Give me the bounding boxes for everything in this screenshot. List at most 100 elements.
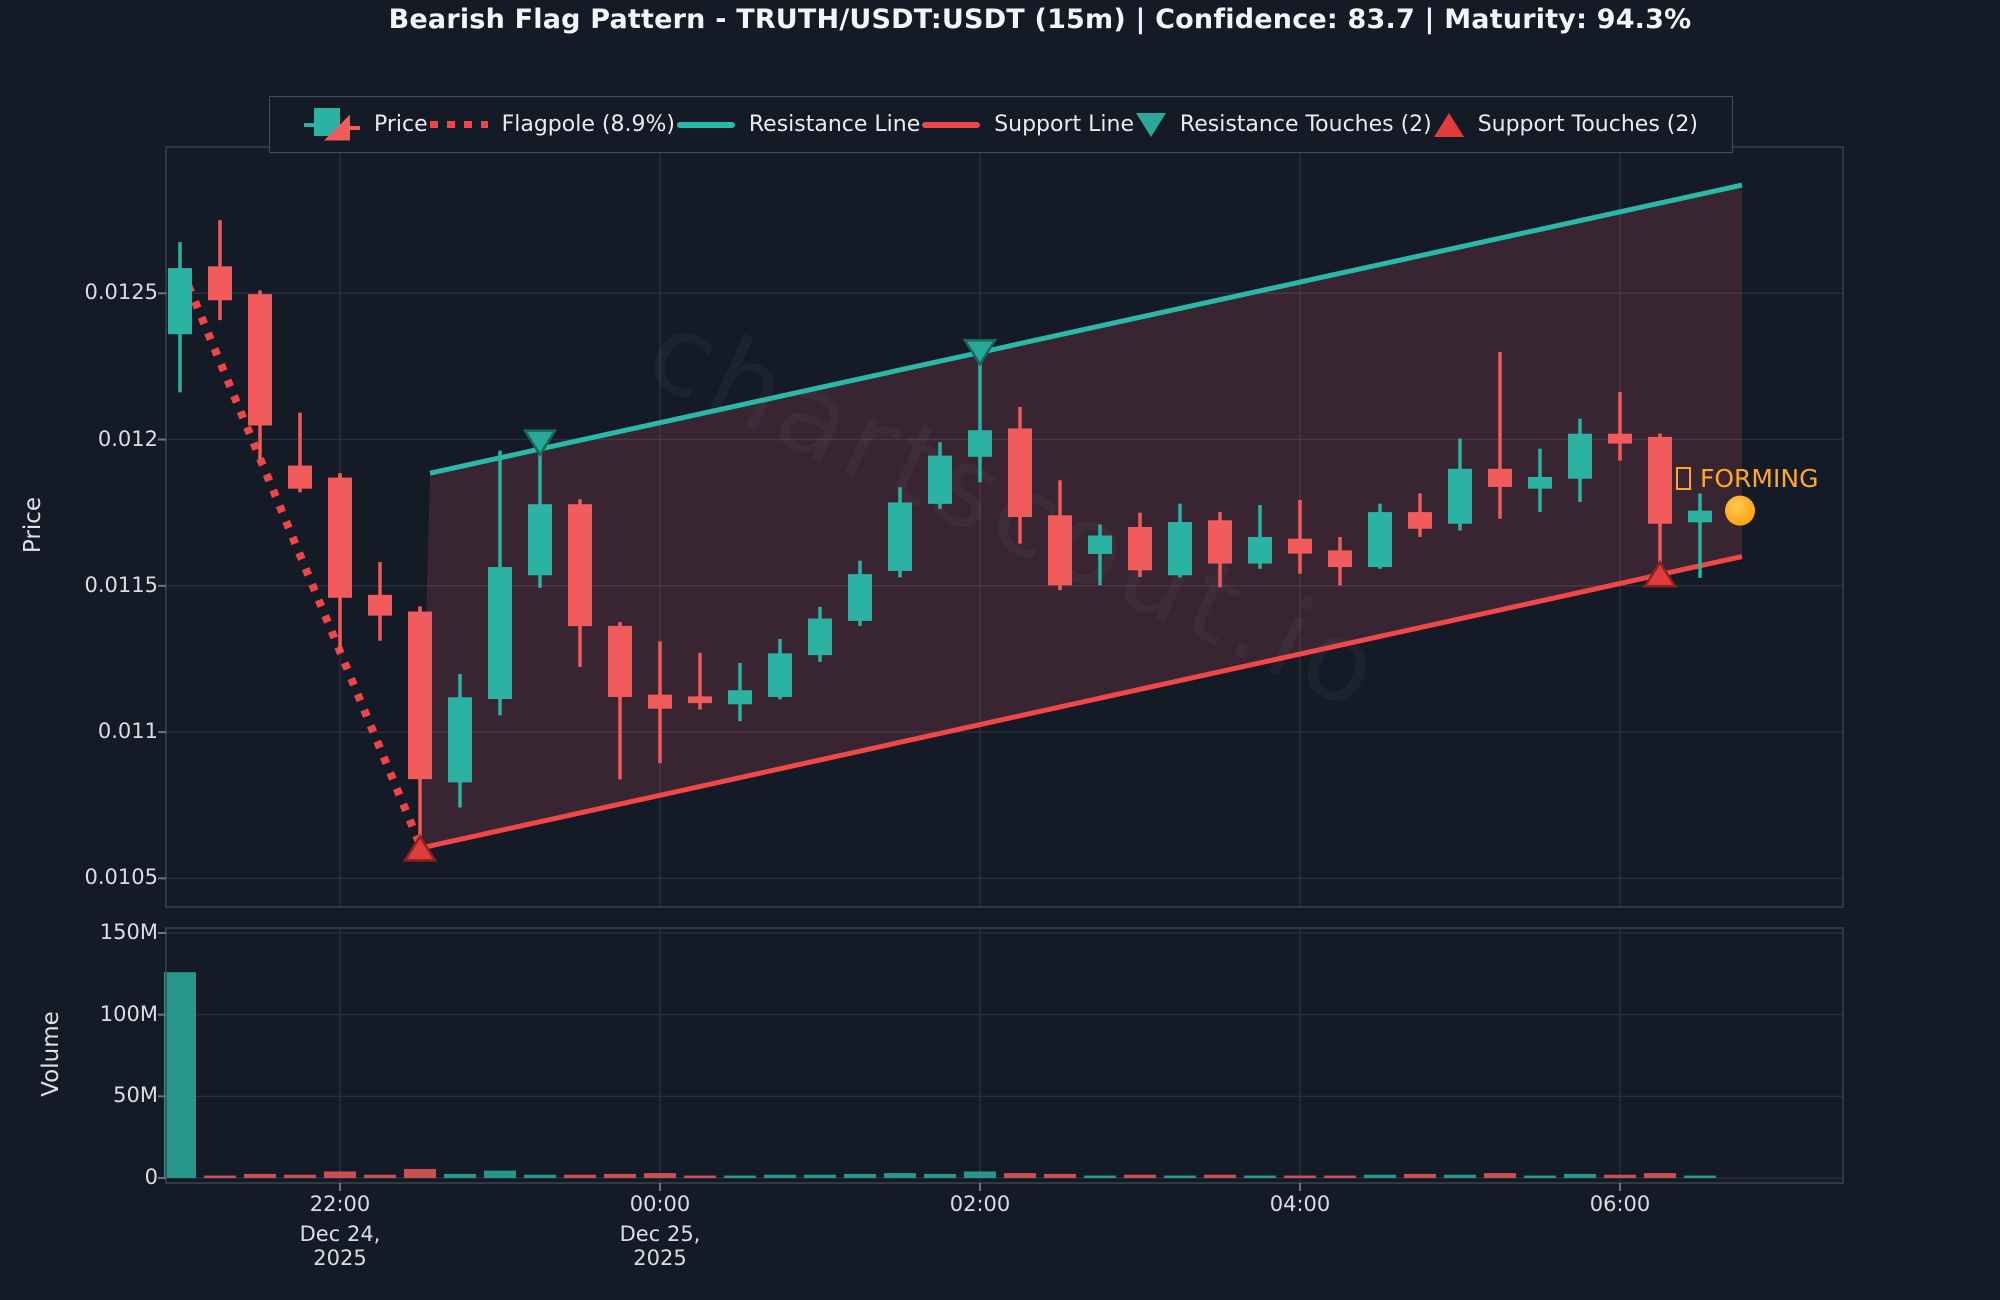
price-tick-label: 0.011 [97, 719, 158, 744]
legend-item: Resistance Line [676, 112, 921, 137]
candle-body [888, 502, 912, 571]
flagpole-dotted-icon [429, 121, 488, 128]
candle-body [1048, 515, 1072, 586]
time-tick-label: 06:00 [1589, 1192, 1651, 1216]
candle-body [1328, 550, 1352, 568]
candle-body [448, 697, 472, 783]
support-line-icon [922, 121, 981, 128]
volume-bar [1044, 1173, 1076, 1178]
volume-tick-label: 100M [99, 1001, 158, 1026]
candle-body [1408, 512, 1432, 529]
volume-bar [1404, 1173, 1436, 1178]
candle-body [928, 455, 952, 504]
candle-body [568, 504, 592, 627]
legend: Price Flagpole (8.9%) Resistance Line Suppo… [269, 96, 1733, 153]
legend-item: Resistance Touches (2) [1135, 112, 1432, 137]
legend-item-label: Support Line [994, 112, 1134, 137]
chart-title: Bearish Flag Pattern - TRUTH/USDT:USDT (… [388, 4, 1692, 35]
volume-tick-label: 50M [113, 1083, 158, 1108]
candle-body [208, 266, 232, 301]
volume-bar [884, 1173, 916, 1178]
legend-item-label: Price [374, 112, 428, 137]
volume-axis-title: Volume [38, 1011, 64, 1097]
candle-body [1648, 436, 1672, 524]
flag-channel-fill [420, 185, 1742, 849]
legend-item-label: Resistance Touches (2) [1179, 112, 1432, 137]
candle-body [528, 504, 552, 576]
volume-bar [644, 1173, 676, 1178]
resistance-touch-marker [522, 429, 558, 457]
date-label: Dec 25, 2025 [619, 1222, 701, 1270]
flagpole-line [178, 268, 424, 847]
tofu-glyph-icon [1676, 467, 1691, 490]
volume-bar [804, 1174, 836, 1178]
candle-body [408, 611, 432, 780]
forming-dot [1725, 495, 1755, 526]
candle-body [248, 294, 272, 426]
volume-bars [164, 972, 1716, 1179]
volume-bar [1644, 1173, 1676, 1178]
volume-bar [764, 1174, 796, 1178]
volume-bar [604, 1173, 636, 1178]
candle-body [1128, 527, 1152, 571]
volume-bar [1124, 1174, 1156, 1178]
gridlines [166, 147, 1843, 1183]
price-candle-icon [304, 106, 360, 144]
volume-bar [1364, 1174, 1396, 1178]
date-label: Dec 24, 2025 [299, 1222, 381, 1270]
volume-bar [1484, 1173, 1516, 1178]
volume-bar [724, 1175, 756, 1179]
volume-bar [1164, 1175, 1196, 1179]
candle-body [488, 567, 512, 700]
legend-item: Support Touches (2) [1433, 112, 1698, 137]
candle-body [1088, 535, 1112, 554]
volume-tick-label: 0 [144, 1165, 158, 1189]
price-tick-label: 0.012 [97, 426, 158, 451]
candle-body [288, 465, 312, 489]
volume-bar [364, 1174, 396, 1178]
candle-body [648, 694, 672, 709]
price-tick-label: 0.0125 [84, 280, 158, 305]
time-tick-label: 00:00 [629, 1192, 691, 1216]
volume-bar [1604, 1174, 1636, 1178]
resistance-line-icon [676, 121, 735, 128]
volume-bar [1524, 1175, 1556, 1179]
triangle-down-icon [1135, 112, 1166, 137]
candle-body [1248, 536, 1272, 564]
volume-bar [1084, 1175, 1116, 1179]
candle-body [1568, 433, 1592, 479]
price-tick-label: 0.0115 [84, 572, 158, 597]
volume-bar [204, 1175, 236, 1179]
legend-item-label: Support Touches (2) [1477, 112, 1698, 137]
candle-body [168, 268, 192, 335]
legend-item-label: Resistance Line [748, 112, 921, 137]
volume-bar [164, 972, 196, 1178]
volume-bar [324, 1171, 356, 1178]
legend-item: Price [304, 106, 428, 144]
volume-bar [284, 1174, 316, 1178]
candle-body [1368, 512, 1392, 568]
price-tick-label: 0.0105 [84, 865, 158, 890]
volume-bar [444, 1173, 476, 1178]
support-touch-marker [402, 833, 438, 862]
support-line [419, 554, 1743, 851]
candle-body [688, 696, 712, 704]
legend-item: Flagpole (8.9%) [429, 112, 675, 137]
triangle-up-icon [1433, 112, 1464, 137]
forming-badge: FORMING [1676, 464, 1818, 493]
candle-body [968, 430, 992, 457]
candle-body [1208, 520, 1232, 564]
volume-bar [964, 1171, 996, 1178]
candle-body [1528, 476, 1552, 489]
candle-body [808, 618, 832, 656]
volume-bar [924, 1173, 956, 1178]
volume-bar [684, 1175, 716, 1179]
candle-body [848, 574, 872, 621]
forming-label: FORMING [1700, 464, 1819, 493]
volume-bar [1244, 1175, 1276, 1179]
time-tick-label: 22:00 [309, 1192, 371, 1216]
candle-body [368, 594, 392, 616]
candle-body [768, 653, 792, 697]
